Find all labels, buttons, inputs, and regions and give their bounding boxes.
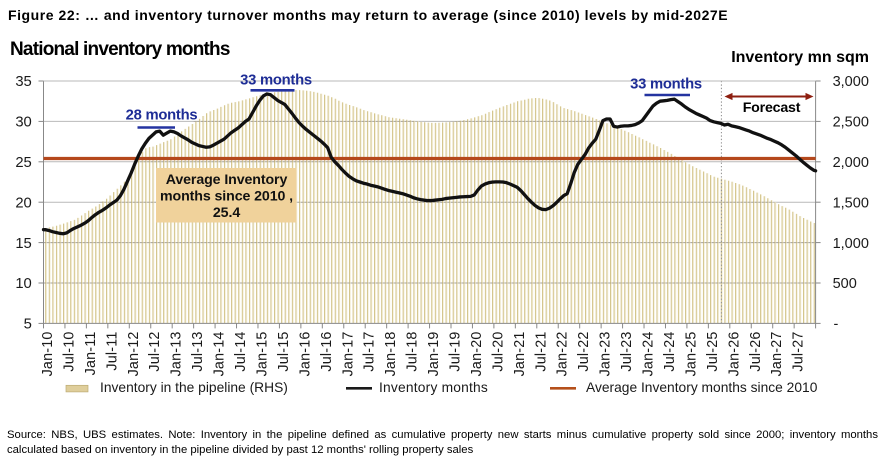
- svg-text:Jan-18: Jan-18: [383, 332, 399, 377]
- svg-text:35: 35: [15, 74, 31, 90]
- svg-text:15: 15: [15, 236, 31, 252]
- svg-text:Jul-20: Jul-20: [490, 332, 506, 372]
- svg-text:1,000: 1,000: [833, 236, 869, 252]
- svg-text:28 months: 28 months: [126, 108, 198, 124]
- svg-text:Jul-19: Jul-19: [448, 332, 464, 372]
- svg-text:Jul-24: Jul-24: [662, 332, 678, 372]
- svg-text:Jul-12: Jul-12: [147, 332, 163, 372]
- svg-text:Jan-10: Jan-10: [40, 332, 56, 377]
- svg-text:Jul-11: Jul-11: [104, 332, 120, 371]
- svg-text:Jan-17: Jan-17: [340, 332, 356, 377]
- svg-text:1,500: 1,500: [833, 195, 869, 211]
- svg-text:Jul-21: Jul-21: [533, 332, 549, 372]
- svg-text:Jul-18: Jul-18: [405, 332, 421, 372]
- svg-text:5: 5: [24, 317, 32, 333]
- svg-text:Jul-16: Jul-16: [319, 332, 335, 372]
- svg-text:Jan-19: Jan-19: [426, 332, 442, 377]
- svg-text:Jul-10: Jul-10: [61, 332, 77, 372]
- svg-text:Jan-27: Jan-27: [769, 332, 785, 377]
- svg-text:33 months: 33 months: [630, 77, 702, 93]
- svg-text:25: 25: [15, 155, 31, 171]
- svg-text:2,500: 2,500: [833, 115, 869, 131]
- svg-text:Average Inventory: Average Inventory: [166, 172, 288, 188]
- svg-text:months since 2010 ,: months since 2010 ,: [160, 189, 293, 205]
- svg-text:Jul-17: Jul-17: [362, 332, 378, 372]
- svg-text:Jul-14: Jul-14: [233, 332, 249, 372]
- svg-text:Jul-23: Jul-23: [619, 332, 635, 372]
- svg-text:Jan-13: Jan-13: [169, 332, 185, 377]
- svg-text:Jul-27: Jul-27: [791, 332, 807, 372]
- svg-text:Jan-23: Jan-23: [598, 332, 614, 377]
- svg-text:33 months: 33 months: [240, 73, 312, 89]
- svg-text:500: 500: [833, 276, 857, 292]
- svg-text:2,000: 2,000: [833, 155, 869, 171]
- svg-text:Jan-24: Jan-24: [641, 332, 657, 377]
- svg-text:Jan-20: Jan-20: [469, 332, 485, 377]
- svg-text:Inventory months: Inventory months: [379, 380, 488, 395]
- svg-text:10: 10: [15, 276, 31, 292]
- svg-text:25.4: 25.4: [213, 205, 240, 221]
- svg-text:Jan-15: Jan-15: [254, 332, 270, 377]
- svg-text:-: -: [834, 317, 839, 333]
- svg-text:Jan-22: Jan-22: [555, 332, 571, 377]
- svg-text:Jan-16: Jan-16: [297, 332, 313, 377]
- svg-text:30: 30: [15, 115, 31, 131]
- svg-text:Jul-15: Jul-15: [276, 332, 292, 372]
- svg-text:Jul-25: Jul-25: [705, 332, 721, 372]
- svg-text:3,000: 3,000: [833, 74, 869, 90]
- svg-text:Jul-13: Jul-13: [190, 332, 206, 372]
- svg-text:20: 20: [15, 195, 31, 211]
- svg-text:Average Inventory months since: Average Inventory months since 2010: [586, 380, 818, 395]
- svg-text:Jan-21: Jan-21: [512, 332, 528, 377]
- svg-text:Jan-12: Jan-12: [126, 332, 142, 377]
- svg-text:Forecast: Forecast: [743, 100, 801, 116]
- svg-text:Inventory in the pipeline (RHS: Inventory in the pipeline (RHS): [100, 380, 288, 395]
- svg-text:Jan-26: Jan-26: [726, 332, 742, 377]
- svg-text:Jan-11: Jan-11: [83, 332, 99, 376]
- svg-text:Jan-14: Jan-14: [212, 332, 228, 377]
- svg-text:Jul-26: Jul-26: [748, 332, 764, 372]
- svg-text:Jul-22: Jul-22: [576, 332, 592, 372]
- svg-text:Jan-25: Jan-25: [683, 332, 699, 377]
